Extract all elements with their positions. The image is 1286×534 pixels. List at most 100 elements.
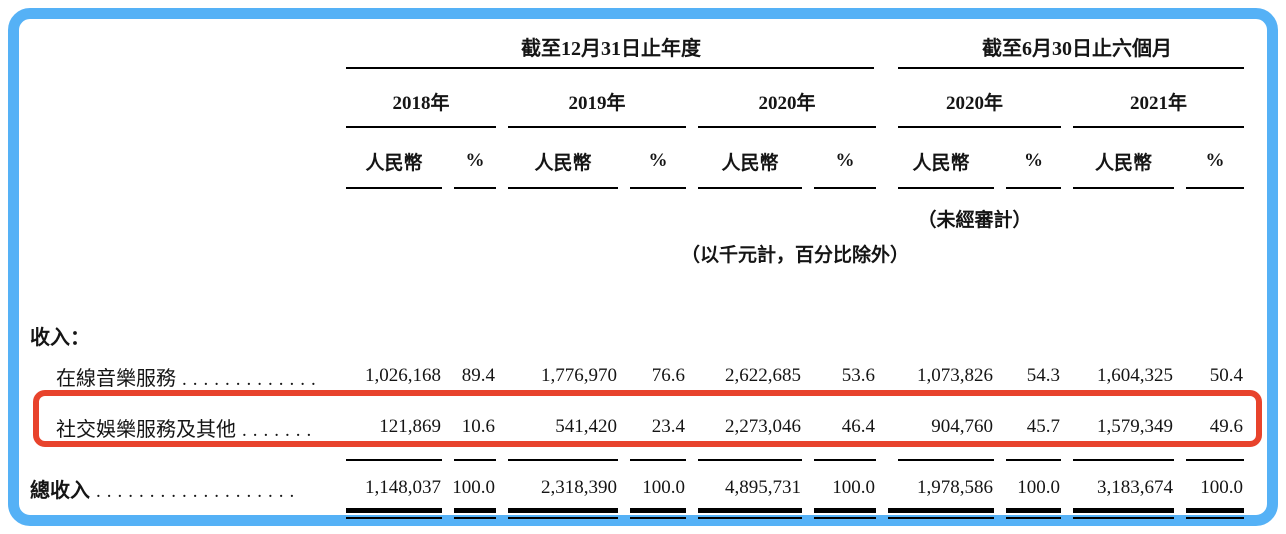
period-header-row: 截至12月31日止年度 截至6月30日止六個月	[30, 30, 1250, 62]
value-cell: 76.6	[651, 365, 685, 386]
row-label-text: 總收入	[30, 479, 90, 502]
value-cell: 1,073,826	[917, 365, 993, 386]
rule-cell	[340, 182, 448, 201]
table-row-total-revenue: 總收入................... 1,148,037 100.0 2…	[30, 471, 1250, 505]
column-header-row: 人民幣 % 人民幣 % 人民幣 % 人民幣 % 人民幣 %	[30, 140, 1250, 182]
table-row-online-music: 在線音樂服務............. 1,026,168 89.4 1,776…	[30, 353, 1250, 399]
spacer-cell	[30, 30, 340, 62]
value-cell: 4,895,731	[725, 477, 801, 498]
value-cell: 50.4	[1209, 365, 1243, 386]
spacer-cell	[30, 140, 340, 182]
dot-leader: .......	[242, 419, 318, 441]
horizontal-rule	[814, 459, 876, 461]
row-label-text: 在線音樂服務	[56, 367, 176, 390]
value-cell: 45.7	[1026, 416, 1060, 437]
horizontal-rule	[698, 459, 802, 461]
horizontal-rule	[508, 126, 686, 128]
double-rule	[1073, 508, 1174, 519]
horizontal-rule	[898, 67, 1244, 69]
spacer-cell	[1067, 201, 1250, 235]
horizontal-rule	[898, 126, 1061, 128]
double-rule	[1186, 508, 1244, 519]
rule-cell	[882, 121, 1067, 140]
pct-header: %	[835, 150, 855, 171]
spacer-cell	[340, 201, 882, 235]
value-cell: 1,579,349	[1097, 416, 1173, 437]
rule-cell	[340, 455, 448, 471]
horizontal-rule	[814, 187, 876, 189]
rule-cell	[808, 455, 882, 471]
rule-cell	[1067, 455, 1180, 471]
rule-cell	[624, 455, 692, 471]
spacer-cell	[30, 201, 340, 235]
double-rule	[630, 508, 686, 519]
rule-cell	[340, 505, 448, 528]
value-cell: 53.6	[841, 365, 875, 386]
row-label-text: 社交娛樂服務及其他	[56, 418, 236, 441]
value-cell: 2,273,046	[725, 416, 801, 437]
value-cell: 1,148,037	[365, 477, 441, 498]
rule-cell	[882, 62, 1250, 81]
value-cell: 541,420	[555, 416, 617, 437]
rule-cell	[808, 182, 882, 201]
rule-cell	[448, 455, 502, 471]
value-cell: 1,978,586	[917, 477, 993, 498]
rule-cell	[340, 62, 882, 81]
row-label: 在線音樂服務.............	[30, 353, 340, 399]
horizontal-rule	[630, 459, 686, 461]
double-rule	[454, 508, 496, 519]
value-cell: 121,869	[379, 416, 441, 437]
rmb-header: 人民幣	[534, 152, 592, 174]
horizontal-rule	[346, 126, 496, 128]
rule-cell	[1000, 182, 1067, 201]
table-row-social-entertainment: 社交娛樂服務及其他....... 121,869 10.6 541,420 23…	[30, 399, 1250, 455]
rule-cell	[692, 182, 808, 201]
horizontal-rule	[346, 67, 874, 69]
unit-note-row: （以千元計，百分比除外）	[30, 235, 1250, 271]
rule-cell	[692, 505, 808, 528]
value-cell: 1,776,970	[541, 365, 617, 386]
unit-note: （以千元計，百分比除外）	[680, 244, 909, 266]
spacer-row	[30, 271, 1250, 317]
rule-cell	[692, 455, 808, 471]
rule-cell	[624, 505, 692, 528]
horizontal-rule	[1073, 459, 1174, 461]
horizontal-rule	[898, 459, 994, 461]
horizontal-rule	[630, 187, 686, 189]
section-header-row: 收入：	[30, 317, 1250, 353]
spacer-cell	[30, 505, 340, 528]
horizontal-rule	[454, 187, 496, 189]
value-cell: 23.4	[651, 416, 685, 437]
rule-cell	[502, 121, 692, 140]
rmb-header: 人民幣	[365, 152, 423, 174]
rule-cell	[882, 182, 1000, 201]
double-rule	[1006, 508, 1061, 519]
value-cell: 1,604,325	[1097, 365, 1173, 386]
horizontal-rule	[1006, 187, 1061, 189]
horizontal-rule	[698, 187, 802, 189]
rule-cell	[1180, 505, 1250, 528]
spacer-cell	[30, 235, 340, 271]
rule-cell	[1067, 121, 1250, 140]
double-rule	[508, 508, 618, 519]
rule-cell	[448, 182, 502, 201]
rule-cell	[502, 455, 624, 471]
period-header-annual: 截至12月31日止年度	[521, 37, 701, 60]
year-header: 2019年	[568, 92, 626, 114]
spacer-cell	[30, 271, 1250, 317]
rule-cell	[1067, 182, 1180, 201]
horizontal-rule	[346, 459, 442, 461]
value-cell: 904,760	[931, 416, 993, 437]
rule-cell	[1180, 455, 1250, 471]
horizontal-rule	[1186, 459, 1244, 461]
horizontal-rule	[1073, 126, 1244, 128]
pre-total-rule-row	[30, 455, 1250, 471]
rmb-header: 人民幣	[1094, 152, 1152, 174]
column-rule-row	[30, 182, 1250, 201]
spacer-cell	[30, 121, 340, 140]
double-rule	[888, 508, 994, 519]
revenue-table: 截至12月31日止年度 截至6月30日止六個月 2018年 2019年 2020…	[30, 30, 1250, 528]
pct-header: %	[648, 150, 668, 171]
double-rule	[814, 508, 876, 519]
spacer-cell	[30, 182, 340, 201]
